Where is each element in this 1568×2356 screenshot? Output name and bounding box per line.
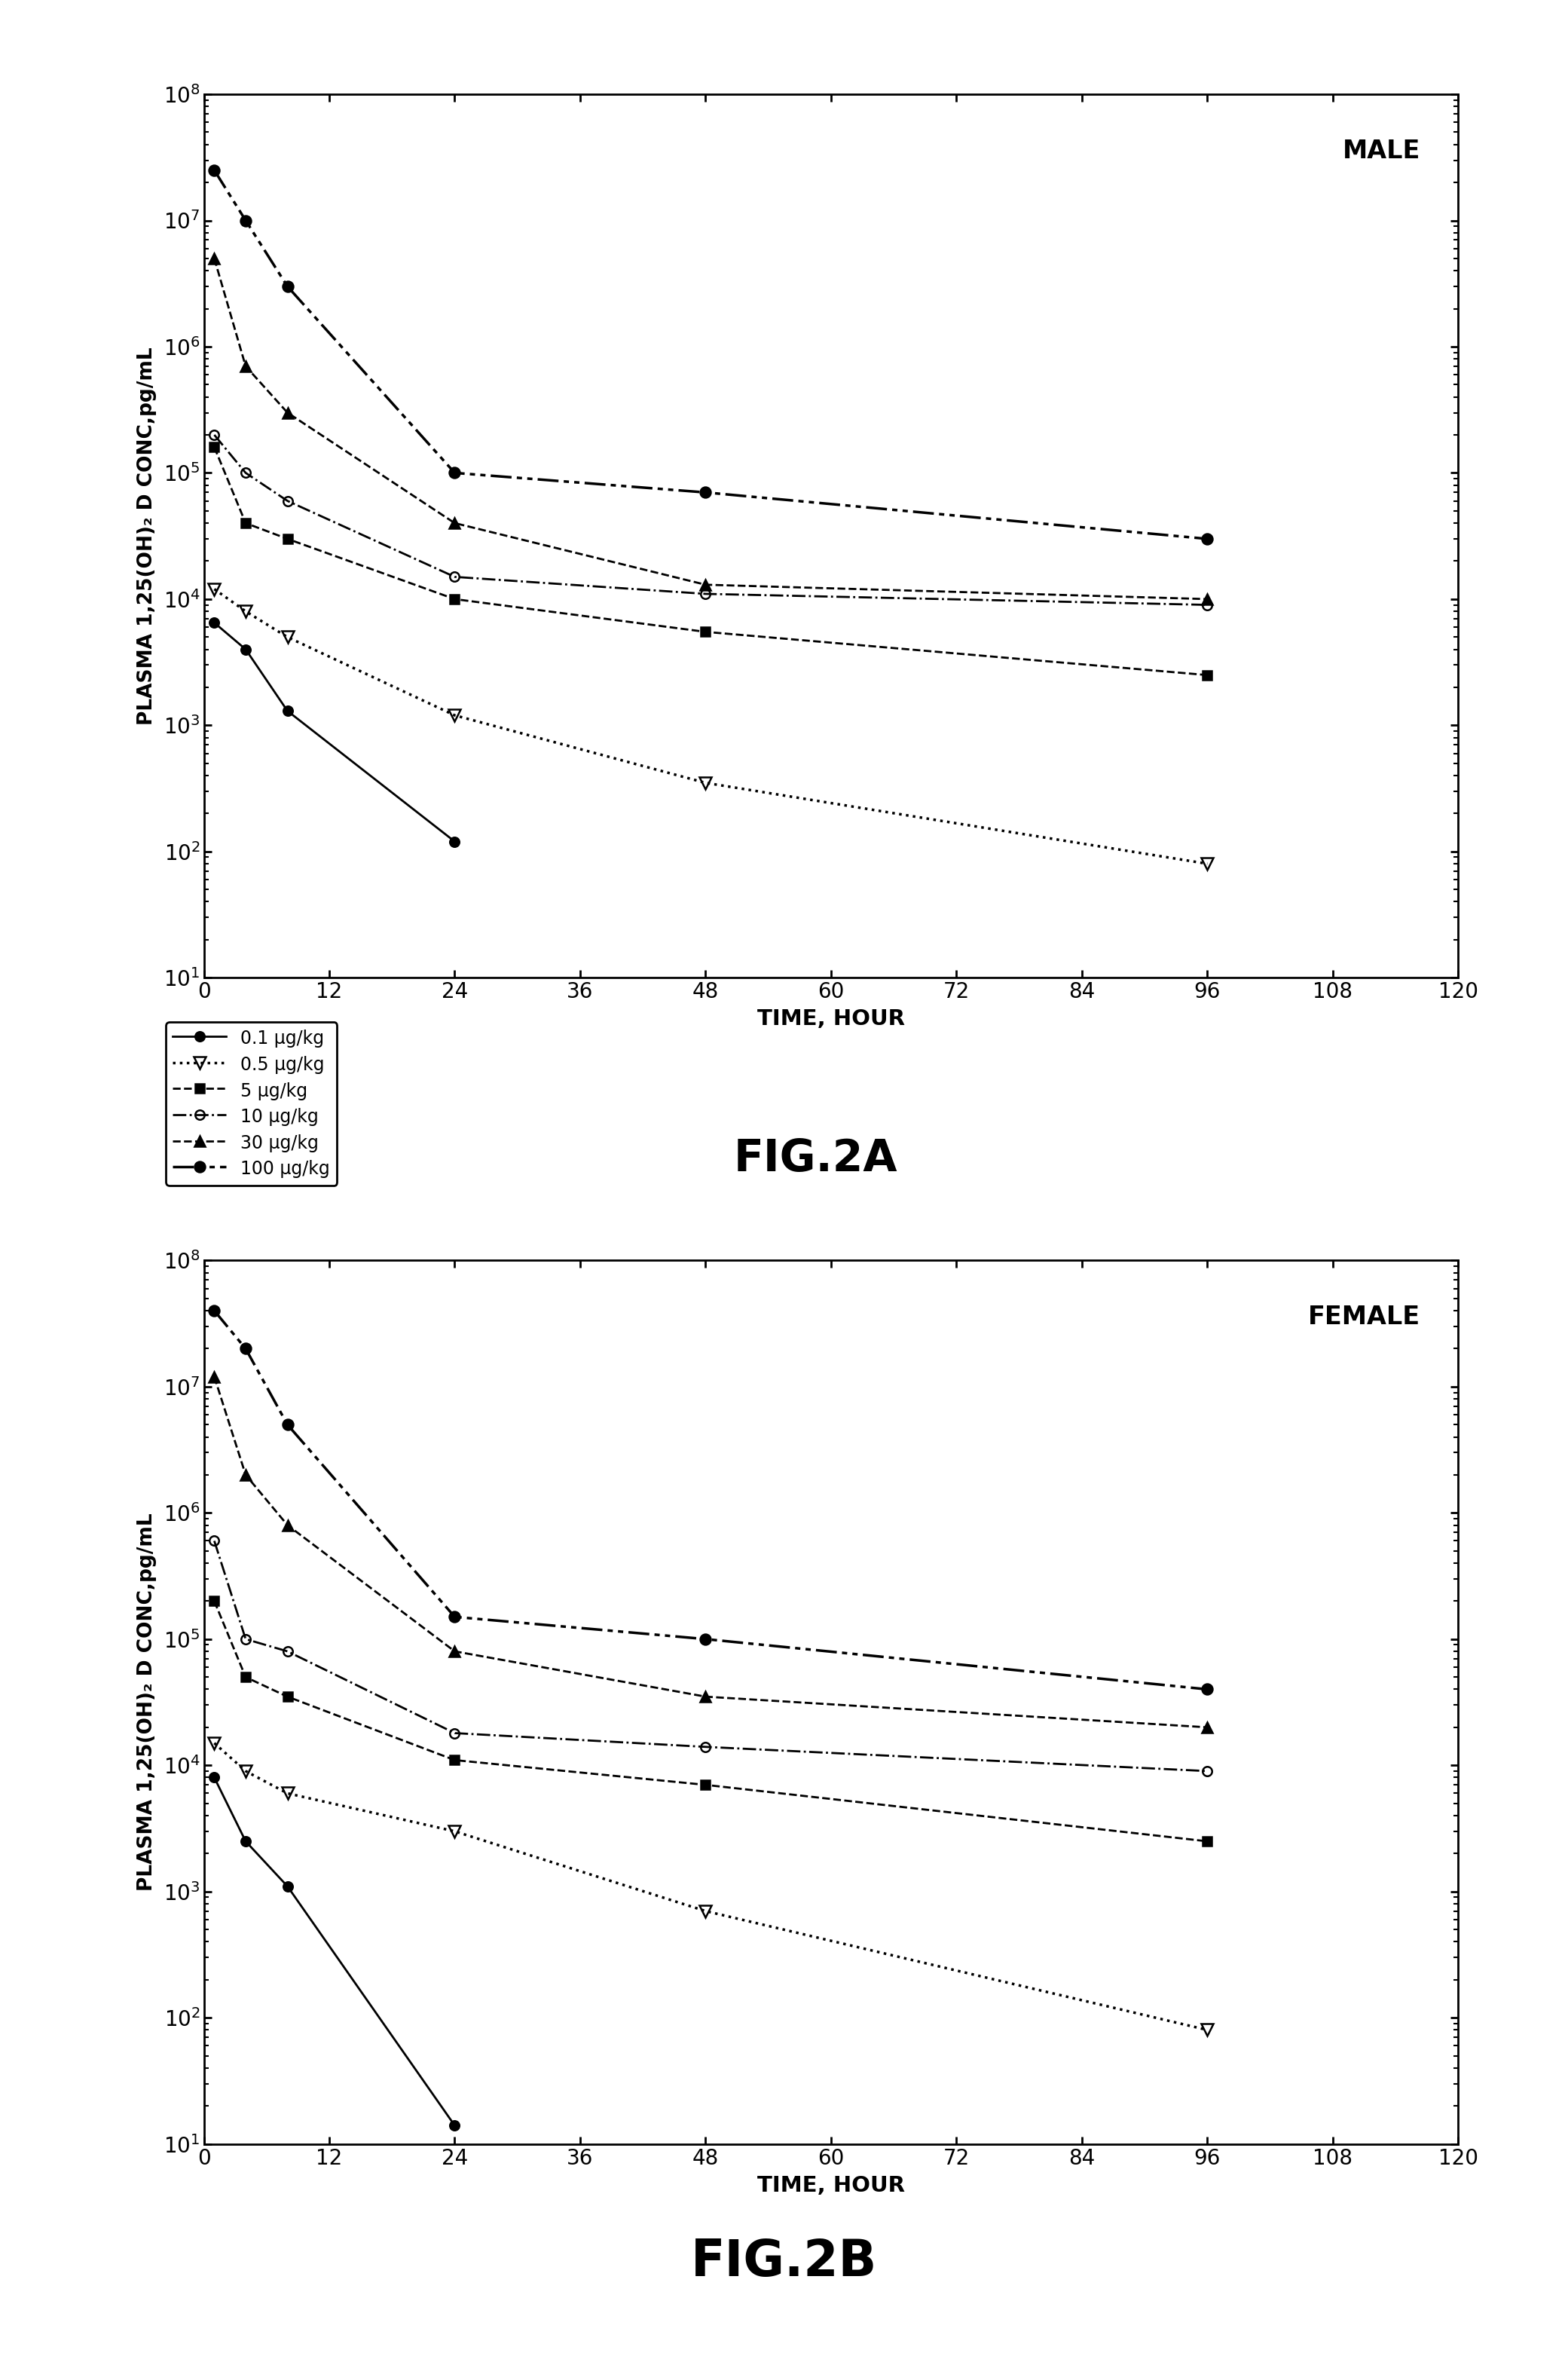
Text: FEMALE: FEMALE — [1308, 1305, 1421, 1329]
X-axis label: TIME, HOUR: TIME, HOUR — [757, 2175, 905, 2196]
Legend: 0.1 μg/kg, 0.5 μg/kg, 5 μg/kg, 10 μg/kg, 30 μg/kg, 100 μg/kg: 0.1 μg/kg, 0.5 μg/kg, 5 μg/kg, 10 μg/kg,… — [166, 1023, 337, 1185]
X-axis label: TIME, HOUR: TIME, HOUR — [757, 1008, 905, 1030]
Text: FIG.2A: FIG.2A — [734, 1138, 897, 1180]
Text: FIG.2B: FIG.2B — [691, 2236, 877, 2288]
Y-axis label: PLASMA 1,25(OH)₂ D CONC,pg/mL: PLASMA 1,25(OH)₂ D CONC,pg/mL — [138, 1513, 157, 1892]
Text: MALE: MALE — [1342, 139, 1421, 163]
Y-axis label: PLASMA 1,25(OH)₂ D CONC,pg/mL: PLASMA 1,25(OH)₂ D CONC,pg/mL — [138, 346, 157, 726]
